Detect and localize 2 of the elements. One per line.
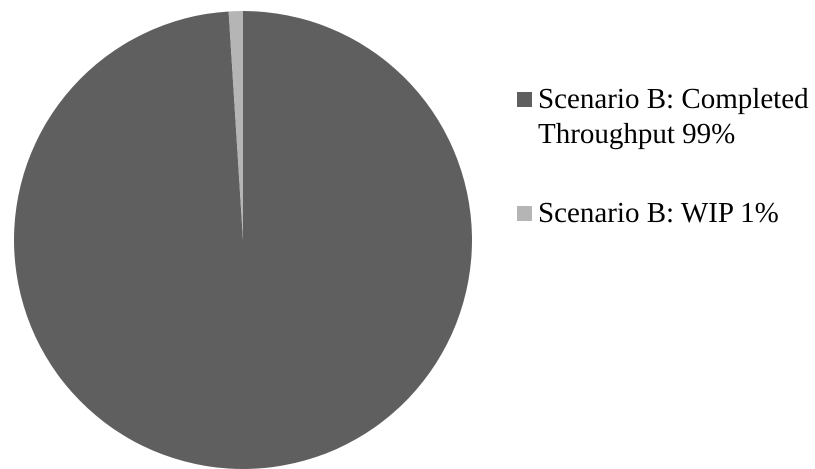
legend-label: Scenario B: WIP 1% [538,196,779,231]
legend-label: Scenario B: Completed Throughput 99% [538,82,810,152]
